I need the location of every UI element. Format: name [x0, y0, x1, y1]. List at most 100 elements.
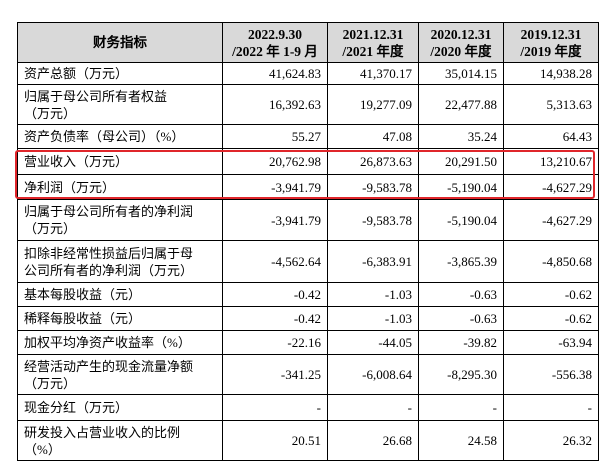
value-cell: -341.25	[222, 354, 328, 395]
value-cell: 64.43	[503, 124, 599, 149]
value-cell: 20.51	[222, 420, 328, 461]
value-cell: -556.38	[503, 354, 599, 395]
value-text: 35,014.15	[445, 66, 497, 81]
table-body: 资产总额（万元） 41,624.83 41,370.17 35,014.15 14,93…	[17, 62, 599, 461]
header-label: 财务指标	[93, 35, 147, 50]
value-text: -5,190.04	[447, 212, 497, 228]
value-text: -0.62	[564, 311, 592, 326]
value-text: -	[492, 400, 497, 415]
value-text: -9,583.78	[362, 212, 412, 228]
value-text: -4,850.68	[542, 254, 592, 269]
row-label: 加权平均净资产收益率（%）	[24, 335, 191, 350]
value-cell: -8,295.30	[418, 354, 504, 395]
row-label-cell: 资产总额（万元）	[17, 62, 223, 85]
value-cell: 20,291.50	[418, 148, 504, 175]
value-cell: 41,370.17	[327, 62, 419, 85]
value-cell: -0.63	[418, 306, 504, 331]
table-row: 稀释每股收益（元） -0.42 -1.03 -0.63 -0.62	[17, 306, 599, 331]
value-text: 24.58	[467, 433, 497, 448]
value-text: 14,938.28	[540, 66, 592, 81]
value-text: -6,008.64	[362, 367, 412, 382]
row-label: 资产负债率（母公司）（%）	[24, 129, 185, 144]
value-text: -4,627.29	[542, 179, 592, 195]
header-cell: 财务指标	[17, 22, 223, 63]
value-cell: -22.16	[222, 330, 328, 355]
value-cell: -3,941.79	[222, 174, 328, 200]
header-text: 2021.12.31	[342, 26, 404, 42]
value-text: -0.63	[469, 287, 497, 302]
value-text: -341.25	[280, 367, 321, 382]
value-cell: 55.27	[222, 124, 328, 149]
value-text: -	[316, 400, 321, 415]
value-text: -556.38	[551, 367, 592, 382]
value-text: -0.42	[293, 311, 321, 326]
value-cell: -63.94	[503, 330, 599, 355]
row-label-cell: 基本每股收益（元）	[17, 282, 223, 307]
value-text: -9,583.78	[362, 179, 412, 195]
header-cell: 2019.12.31/2019 年度	[503, 22, 599, 63]
value-cell: -6,383.91	[327, 240, 419, 283]
value-text: -44.05	[378, 335, 412, 350]
value-text: 35.24	[467, 129, 497, 144]
header-text: 2022.9.30	[248, 26, 302, 42]
value-text: 41,370.17	[360, 66, 412, 81]
header-text: 2019.12.31	[520, 26, 582, 42]
value-text: -1.03	[384, 311, 412, 326]
value-text: -63.94	[558, 335, 592, 350]
value-text: 55.27	[291, 129, 321, 144]
value-text: -22.16	[287, 335, 321, 350]
value-text: -0.62	[564, 287, 592, 302]
value-text: 64.43	[562, 129, 592, 144]
header-cell: 2022.9.30/2022 年 1-9 月	[222, 22, 328, 63]
header-text: /2020 年度	[430, 43, 492, 59]
value-cell: 20,762.98	[222, 148, 328, 175]
value-cell: -	[327, 394, 419, 421]
header-text: 2020.12.31	[430, 26, 492, 42]
value-text: -0.63	[469, 311, 497, 326]
value-cell: -1.03	[327, 306, 419, 331]
table-row: 研发投入占营业收入的比例 （%） 20.51 26.68 24.58 26.32	[17, 420, 599, 461]
row-label-cell: 扣除非经常性损益后归属于母 公司所有者的净利润（万元）	[17, 240, 223, 283]
table-row: 经营活动产生的现金流量净额 （万元） -341.25 -6,008.64 -8,295.…	[17, 354, 599, 395]
row-label: 研发投入占营业收入的比例	[24, 424, 181, 440]
row-label-cell: 稀释每股收益（元）	[17, 306, 223, 331]
value-text: 13,210.67	[540, 154, 592, 169]
value-cell: 5,313.63	[503, 84, 599, 125]
value-cell: -0.62	[503, 282, 599, 307]
value-cell: -5,190.04	[418, 174, 504, 200]
row-label-cell: 资产负债率（母公司）（%）	[17, 124, 223, 149]
value-text: -3,865.39	[447, 254, 497, 269]
value-cell: -6,008.64	[327, 354, 419, 395]
value-text: 26.68	[382, 433, 412, 448]
value-text: 26,873.63	[360, 154, 412, 169]
value-cell: -5,190.04	[418, 199, 504, 241]
value-text: -4,627.29	[542, 212, 592, 228]
row-label: 稀释每股收益（元）	[24, 311, 142, 326]
table-row: 净利润（万元） -3,941.79 -9,583.78 -5,190.04 -4,627…	[17, 174, 599, 200]
value-text: 47.08	[382, 129, 412, 144]
value-text: -3,941.79	[271, 212, 321, 228]
value-cell: -1.03	[327, 282, 419, 307]
row-label: （%）	[24, 441, 61, 457]
row-label: 营业收入（万元）	[24, 154, 129, 169]
header-text: /2019 年度	[520, 43, 582, 59]
value-cell: -9,583.78	[327, 199, 419, 241]
value-cell: 41,624.83	[222, 62, 328, 85]
value-text: 19,277.09	[360, 97, 412, 112]
value-cell: 14,938.28	[503, 62, 599, 85]
value-cell: -0.42	[222, 282, 328, 307]
value-text: -6,383.91	[362, 254, 412, 269]
value-text: 22,477.88	[445, 97, 497, 112]
value-text: -0.42	[293, 287, 321, 302]
row-label: 归属于母公司所有者的净利润	[24, 204, 194, 219]
row-label-cell: 现金分红（万元）	[17, 394, 223, 421]
value-cell: 24.58	[418, 420, 504, 461]
table-row: 扣除非经常性损益后归属于母 公司所有者的净利润（万元） -4,562.64 -6,38…	[17, 240, 599, 283]
row-label-cell: 研发投入占营业收入的比例 （%）	[17, 420, 223, 461]
row-label: 公司所有者的净利润（万元）	[24, 262, 194, 278]
value-cell: 22,477.88	[418, 84, 504, 125]
header-text: /2022 年 1-9 月	[232, 43, 318, 59]
row-label-cell: 归属于母公司所有者权益 （万元）	[17, 84, 223, 125]
header-text: /2021 年度	[342, 43, 404, 59]
value-text: -5,190.04	[447, 179, 497, 195]
